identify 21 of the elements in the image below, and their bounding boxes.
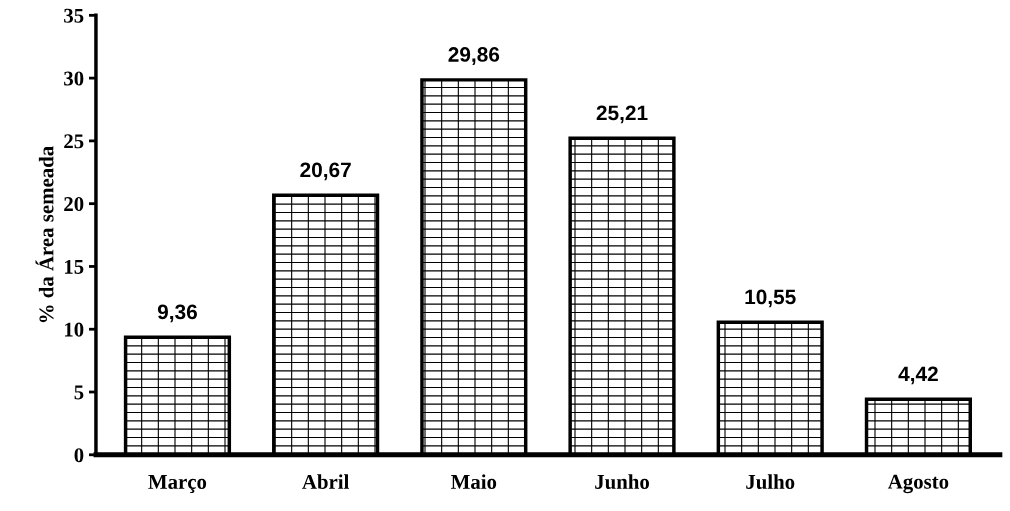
data-label: 29,86 bbox=[448, 47, 500, 65]
y-tick-label: 30 bbox=[64, 71, 84, 86]
x-tick-label: Maio bbox=[451, 474, 497, 489]
data-label: 9,36 bbox=[157, 304, 197, 323]
x-tick-label: Julho bbox=[746, 474, 795, 489]
x-tick-label: Agosto bbox=[887, 474, 949, 494]
x-tick-label: Março bbox=[148, 475, 207, 493]
x-tick-label: Junho bbox=[595, 474, 650, 489]
y-tick-label: 0 bbox=[74, 448, 84, 463]
data-label: 20,67 bbox=[300, 162, 351, 181]
data-label: 25,21 bbox=[596, 105, 648, 124]
y-tick-label: 20 bbox=[64, 197, 84, 212]
y-tick-label: 35 bbox=[64, 8, 84, 23]
data-label: 10,55 bbox=[745, 289, 796, 308]
y-tick-label: 5 bbox=[74, 385, 84, 400]
y-axis-title: % da Área semeada bbox=[35, 146, 54, 323]
data-label: 4,42 bbox=[898, 366, 938, 385]
x-tick-label: Abril bbox=[302, 474, 350, 489]
y-tick-label: 15 bbox=[64, 259, 84, 274]
y-tick-label: 25 bbox=[64, 134, 84, 149]
y-tick-label: 10 bbox=[64, 322, 84, 337]
